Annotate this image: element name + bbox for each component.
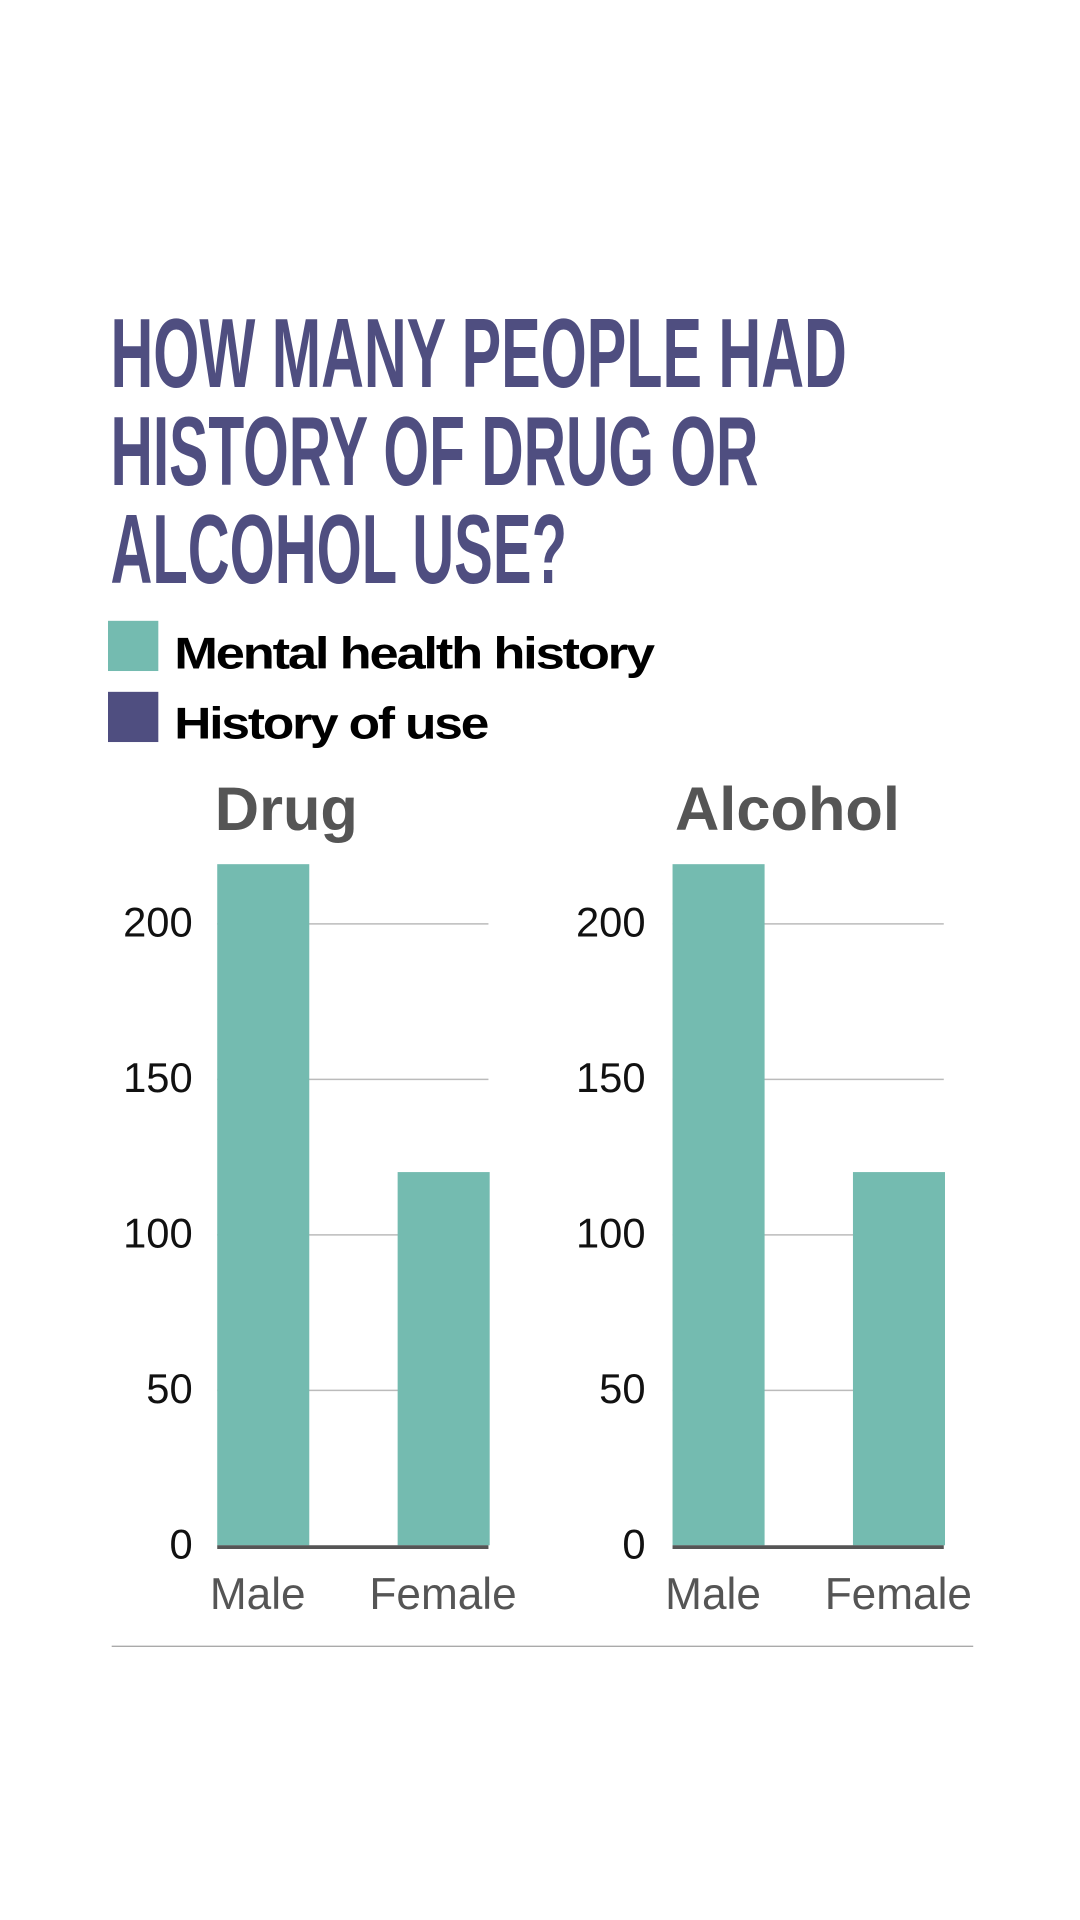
y-tick-label: 200 [123,899,193,946]
title-line-1: HOW MANY PEOPLE HAD [110,298,846,408]
y-tick-label: 0 [169,1521,192,1568]
bar-male [217,864,310,1546]
x-tick-label: Female [369,1570,516,1619]
y-tick-label: 50 [599,1365,645,1412]
y-tick-label: 0 [622,1521,645,1568]
y-tick-label: 150 [123,1054,193,1101]
y-tick-label: 150 [576,1054,646,1101]
chart-alcohol: Alcohol 0 50 100 150 200 Male Female [576,775,972,1619]
legend-swatch-history-of-use [108,691,159,743]
title-line-2: HISTORY OF DRUG OR [110,396,758,506]
x-tick-label: Male [665,1570,761,1619]
y-tick-label: 100 [123,1210,193,1257]
legend-swatch-mental-health [108,620,159,672]
title-line-3: ALCOHOL USE? [110,494,567,604]
x-tick-label: Male [210,1570,306,1619]
bar-female [852,1172,945,1546]
x-tick-label: Female [825,1570,972,1619]
bar-male [672,864,765,1546]
chart-title: Alcohol [675,775,900,843]
legend-label-history-of-use: History of use [174,699,488,748]
y-tick-label: 50 [146,1365,192,1412]
y-tick-label: 200 [576,899,646,946]
y-tick-label: 100 [576,1210,646,1257]
bar-female [397,1172,490,1546]
chart-drug: Drug 0 50 100 150 200 Male Female [123,775,517,1619]
chart-title: Drug [215,775,358,843]
legend-label-mental-health: Mental health history [174,630,655,679]
